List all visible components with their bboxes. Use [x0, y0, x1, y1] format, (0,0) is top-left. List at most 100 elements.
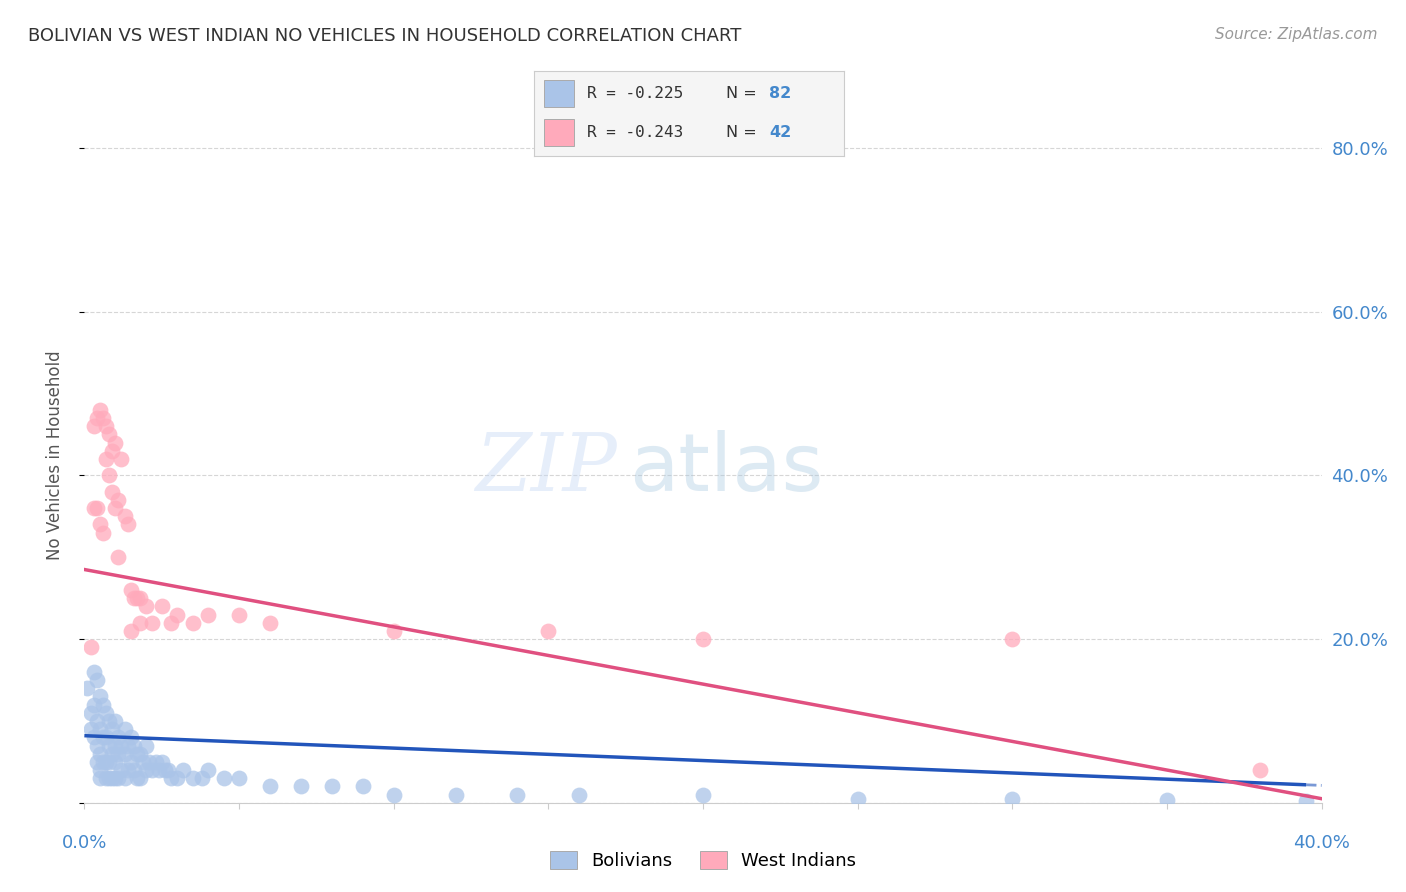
Point — [135, 739, 157, 753]
Point — [181, 771, 204, 785]
Point — [117, 739, 139, 753]
Point — [138, 755, 160, 769]
Text: R = -0.225: R = -0.225 — [586, 86, 683, 101]
Text: BOLIVIAN VS WEST INDIAN NO VEHICLES IN HOUSEHOLD CORRELATION CHART: BOLIVIAN VS WEST INDIAN NO VEHICLES IN H… — [28, 27, 741, 45]
Point — [197, 763, 219, 777]
Point — [135, 599, 157, 614]
Point — [122, 739, 145, 753]
Point — [120, 624, 142, 638]
Y-axis label: No Vehicles in Household: No Vehicles in Household — [45, 350, 63, 560]
Point — [568, 788, 591, 802]
Point — [114, 722, 136, 736]
Text: Source: ZipAtlas.com: Source: ZipAtlas.com — [1215, 27, 1378, 42]
Point — [98, 468, 121, 483]
Point — [83, 501, 105, 516]
Text: 42: 42 — [769, 125, 792, 140]
Point — [141, 615, 163, 630]
Text: 0.0%: 0.0% — [62, 834, 107, 852]
Point — [191, 771, 214, 785]
Point — [91, 698, 114, 712]
Point — [104, 501, 127, 516]
Point — [79, 722, 101, 736]
Point — [107, 550, 129, 565]
Point — [122, 763, 145, 777]
Point — [94, 452, 117, 467]
Point — [83, 698, 105, 712]
Text: atlas: atlas — [628, 430, 823, 508]
Point — [98, 427, 121, 442]
FancyBboxPatch shape — [544, 119, 575, 146]
Point — [86, 501, 108, 516]
Point — [117, 763, 139, 777]
Point — [290, 780, 312, 794]
Point — [89, 747, 111, 761]
Point — [122, 591, 145, 606]
Point — [120, 731, 142, 745]
Point — [129, 615, 152, 630]
Point — [141, 763, 163, 777]
Point — [94, 755, 117, 769]
Point — [104, 435, 127, 450]
Point — [91, 731, 114, 745]
Point — [120, 582, 142, 597]
Point — [160, 771, 183, 785]
Point — [506, 788, 529, 802]
Point — [83, 419, 105, 434]
Point — [114, 771, 136, 785]
Point — [1156, 793, 1178, 807]
Point — [382, 624, 405, 638]
Point — [89, 771, 111, 785]
Point — [197, 607, 219, 622]
Point — [181, 615, 204, 630]
Point — [89, 722, 111, 736]
Legend: Bolivians, West Indians: Bolivians, West Indians — [543, 844, 863, 877]
Point — [104, 714, 127, 728]
Point — [110, 739, 132, 753]
Point — [125, 591, 148, 606]
Point — [79, 706, 101, 720]
Point — [98, 714, 121, 728]
Point — [86, 673, 108, 687]
Point — [444, 788, 467, 802]
Point — [76, 681, 98, 696]
Point — [89, 763, 111, 777]
Text: N =: N = — [725, 86, 762, 101]
Point — [166, 607, 188, 622]
Point — [125, 747, 148, 761]
Point — [98, 771, 121, 785]
Point — [104, 771, 127, 785]
Point — [91, 411, 114, 425]
Point — [259, 780, 281, 794]
Text: R = -0.243: R = -0.243 — [586, 125, 683, 140]
Point — [104, 755, 127, 769]
Point — [101, 484, 124, 499]
Point — [94, 419, 117, 434]
Point — [1001, 632, 1024, 646]
Point — [83, 665, 105, 679]
Point — [114, 509, 136, 524]
Point — [172, 763, 194, 777]
Point — [98, 755, 121, 769]
Point — [166, 771, 188, 785]
Point — [156, 763, 179, 777]
Point — [212, 771, 235, 785]
Point — [104, 739, 127, 753]
Point — [101, 443, 124, 458]
Text: 40.0%: 40.0% — [1294, 834, 1350, 852]
Point — [150, 755, 173, 769]
Point — [110, 452, 132, 467]
Point — [101, 771, 124, 785]
Point — [91, 525, 114, 540]
Point — [114, 747, 136, 761]
Point — [86, 739, 108, 753]
Point — [537, 624, 560, 638]
Point — [101, 722, 124, 736]
Point — [91, 755, 114, 769]
Point — [352, 780, 374, 794]
Point — [89, 403, 111, 417]
Point — [107, 771, 129, 785]
Point — [129, 771, 152, 785]
Point — [94, 731, 117, 745]
Point — [101, 747, 124, 761]
Point — [1001, 791, 1024, 805]
